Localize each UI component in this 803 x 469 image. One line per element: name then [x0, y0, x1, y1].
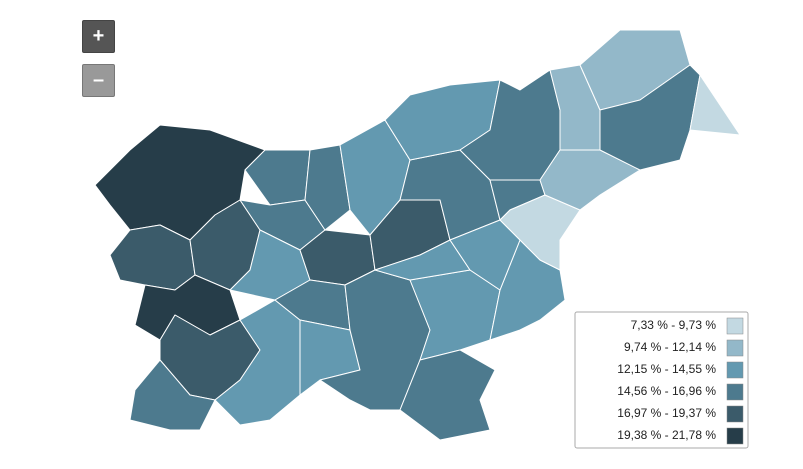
legend-label: 9,74 % - 12,14 % [624, 340, 716, 354]
region [399, 349, 496, 441]
region [499, 194, 581, 271]
regions [94, 29, 741, 441]
legend-swatch [726, 383, 744, 401]
legend-swatch [726, 361, 744, 379]
legend-label: 7,33 % - 9,73 % [631, 318, 717, 332]
legend-box [574, 311, 749, 449]
legend-label: 19,38 % - 21,78 % [617, 428, 716, 442]
legend-label: 12,15 % - 14,55 % [617, 362, 716, 376]
region [449, 219, 521, 291]
legend-swatch [726, 405, 744, 423]
legend-swatch [726, 427, 744, 445]
region [689, 74, 741, 136]
region [129, 359, 216, 431]
legend: 7,33 % - 9,73 % 9,74 % - 12,14 % 12,15 % -… [617, 317, 744, 445]
legend-label: 14,56 % - 16,96 % [617, 384, 716, 398]
legend-swatch [726, 317, 744, 335]
zoom-in-button[interactable]: + [82, 20, 115, 53]
zoom-out-button[interactable]: – [82, 64, 115, 97]
legend-swatch [726, 339, 744, 357]
legend-label: 16,97 % - 19,37 % [617, 406, 716, 420]
